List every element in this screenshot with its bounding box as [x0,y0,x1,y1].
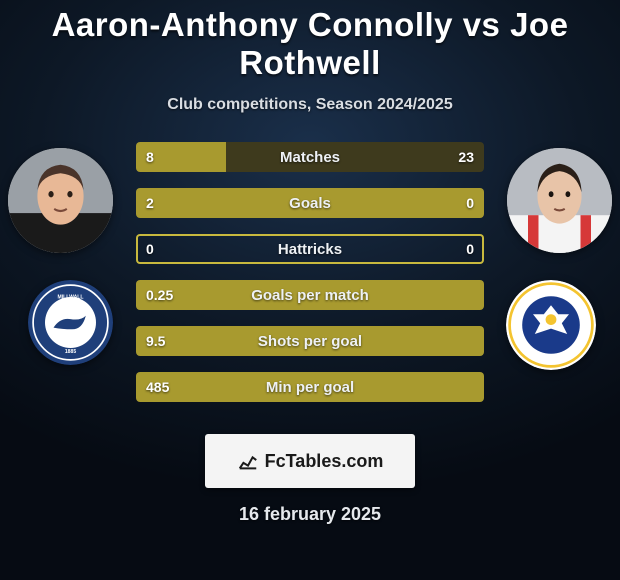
stat-value-left: 0 [136,234,164,264]
stat-value-left: 8 [136,142,164,172]
page-title: Aaron-Anthony Connolly vs Joe Rothwell [0,0,620,82]
stat-row: Min per goal485 [136,372,484,402]
stat-bars: Matches823Goals20Hattricks00Goals per ma… [136,142,484,418]
club-right-badge [506,280,596,370]
stat-value-right: 23 [448,142,484,172]
stat-value-left: 9.5 [136,326,175,356]
stat-value-right: 0 [456,234,484,264]
stat-value-right: 0 [456,188,484,218]
stat-row: Goals20 [136,188,484,218]
date-text: 16 february 2025 [0,504,620,525]
svg-text:MILLWALL: MILLWALL [57,295,83,301]
stat-value-left: 485 [136,372,179,402]
svg-text:1885: 1885 [65,349,76,355]
player-left-avatar [8,148,113,253]
player-right-avatar [507,148,612,253]
branding-badge: FcTables.com [205,434,415,488]
branding-text: FcTables.com [265,451,384,472]
club-left-badge: MILLWALL 1885 [28,280,113,365]
subtitle: Club competitions, Season 2024/2025 [0,96,620,114]
stat-label: Hattricks [136,234,484,264]
stat-row: Goals per match0.25 [136,280,484,310]
chart-icon [237,450,259,472]
stat-value-left: 0.25 [136,280,183,310]
stat-row: Matches823 [136,142,484,172]
comparison-area: MILLWALL 1885 Matches823Goals20Hattricks… [0,142,620,422]
stat-value-left: 2 [136,188,164,218]
stat-row: Hattricks0 0 [136,234,484,264]
stat-row: Shots per goal9.5 [136,326,484,356]
